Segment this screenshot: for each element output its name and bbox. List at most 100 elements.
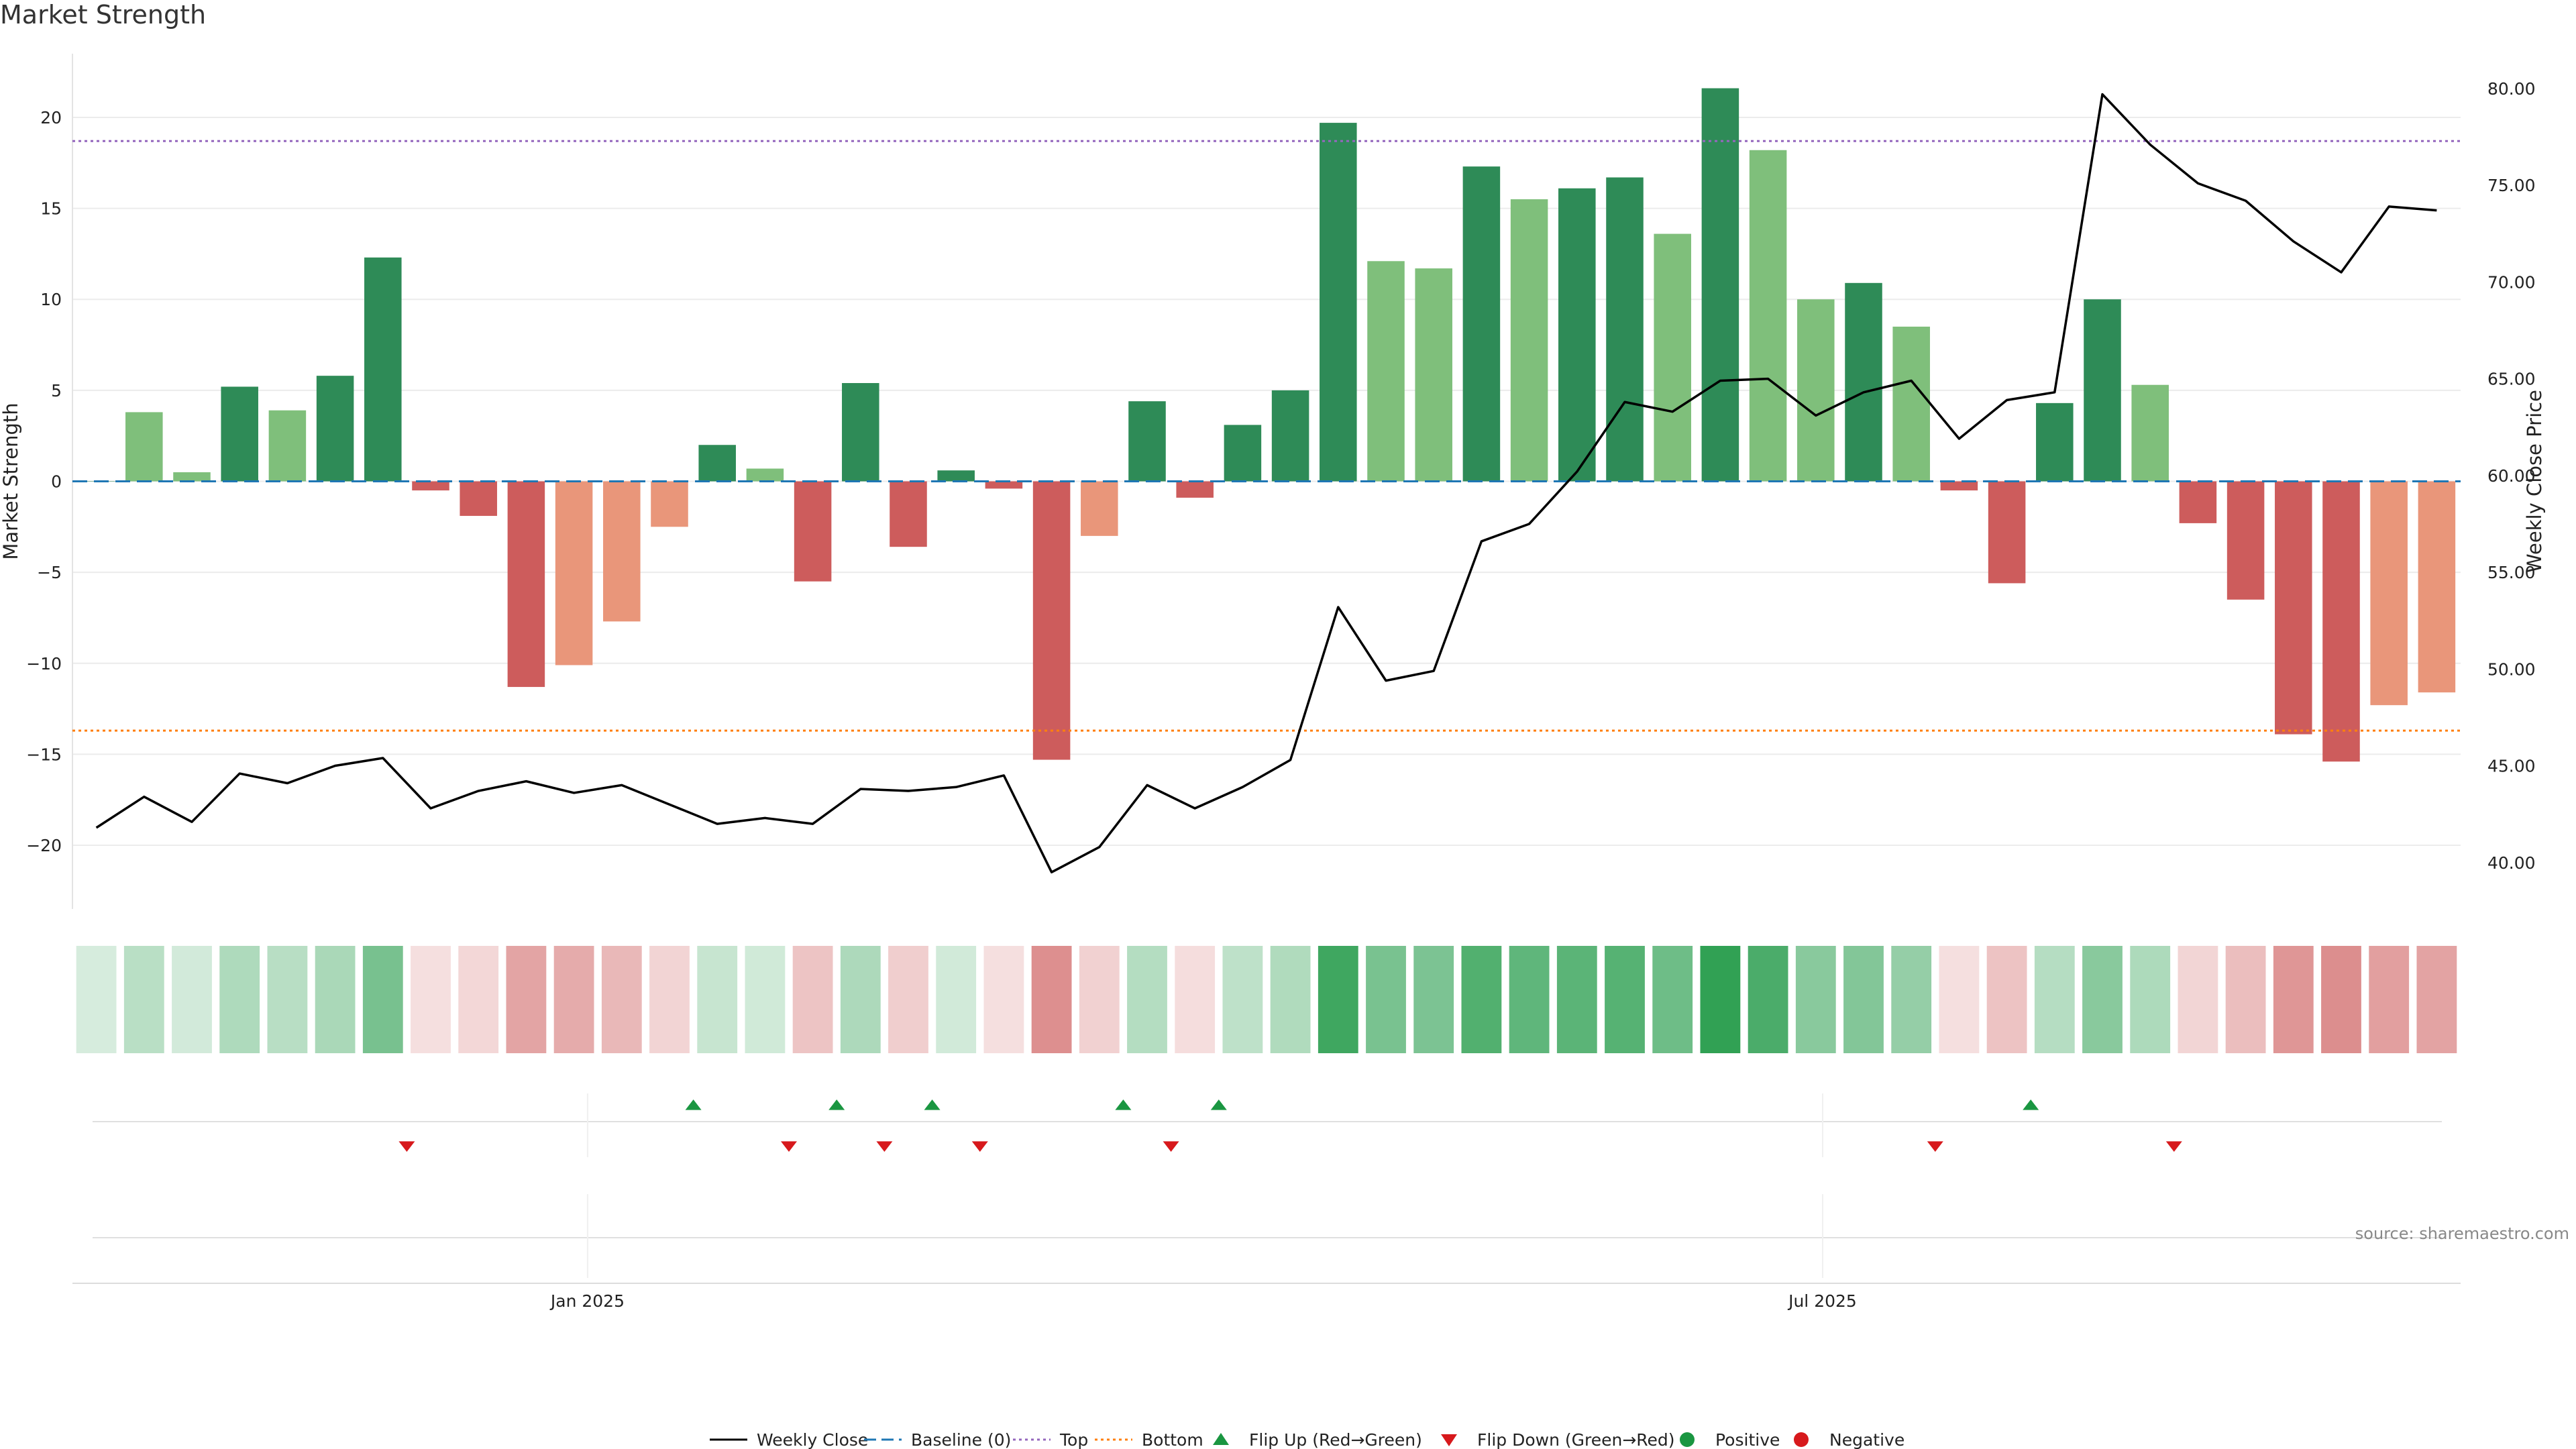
legend-label-negative: Negative [1829, 1430, 1904, 1449]
heat-cell [1413, 946, 1454, 1053]
heat-cell [792, 946, 833, 1053]
strength-bar [1606, 177, 1644, 482]
heat-cell [1891, 946, 1932, 1053]
heat-cell [1509, 946, 1550, 1053]
strength-bar [1415, 268, 1452, 482]
heat-cell [1843, 946, 1884, 1053]
y2-tick-label: 70.00 [2487, 272, 2536, 292]
flip-down-marker [971, 1141, 988, 1152]
flip-up-marker [2023, 1099, 2039, 1110]
strength-bar [1224, 425, 1262, 482]
strength-bar [316, 376, 354, 482]
heat-cell [1700, 946, 1741, 1053]
heat-cell [888, 946, 928, 1053]
y2-tick-label: 80.00 [2487, 79, 2536, 99]
strength-bar [1367, 261, 1405, 482]
strength-bar [890, 481, 927, 547]
flip-down-marker [1163, 1141, 1179, 1152]
strength-bar [507, 481, 545, 688]
y-tick-label: 0 [51, 472, 62, 492]
strength-bar [1797, 299, 1835, 482]
legend-label-flip_up: Flip Up (Red→Green) [1249, 1430, 1422, 1449]
heat-cell [76, 946, 117, 1053]
heat-cell [2273, 946, 2314, 1053]
flip-up-marker [685, 1099, 702, 1110]
strength-bar [937, 470, 975, 482]
x-tick-label: Jan 2025 [549, 1291, 625, 1311]
strength-bar [1462, 166, 1501, 482]
y2-tick-label: 50.00 [2487, 659, 2536, 679]
strength-bar [221, 386, 258, 482]
flip-down-marker [2165, 1141, 2182, 1152]
legend-label-baseline: Baseline (0) [911, 1430, 1011, 1449]
flip-up-marker [1210, 1099, 1227, 1110]
y2-tick-label: 60.00 [2487, 466, 2536, 486]
strength-bar [1510, 199, 1548, 482]
heat-cell [983, 946, 1024, 1053]
y2-axis-label: Weekly Close Price [2523, 390, 2546, 573]
strength-bar [555, 481, 593, 665]
heat-cell [2082, 946, 2123, 1053]
strength-bar [1749, 150, 1787, 482]
strength-bar [412, 481, 449, 491]
legend-flip-up-swatch [1213, 1433, 1229, 1445]
y2-tick-label: 40.00 [2487, 853, 2536, 873]
y-tick-label: 5 [51, 381, 62, 400]
heat-cell [315, 946, 356, 1053]
heat-cell [219, 946, 260, 1053]
y-tick-label: −15 [26, 745, 62, 764]
strength-bar [2370, 481, 2408, 706]
heat-cell [553, 946, 594, 1053]
heat-cell [1270, 946, 1311, 1053]
strength-bar [460, 481, 497, 517]
heat-cell [172, 946, 212, 1053]
heat-cell [506, 946, 547, 1053]
flip-up-marker [828, 1099, 845, 1110]
strength-bar [985, 481, 1023, 489]
flip-up-marker [1115, 1099, 1132, 1110]
y-tick-label: 10 [40, 290, 62, 309]
strength-bar [1320, 123, 1357, 482]
heat-cell [1748, 946, 1788, 1053]
strength-bar [698, 445, 736, 482]
strength-bar [1032, 481, 1071, 760]
heat-cell [458, 946, 499, 1053]
legend-label-positive: Positive [1715, 1430, 1780, 1449]
flip-down-marker [781, 1141, 797, 1152]
y-tick-label: 15 [40, 199, 62, 219]
strength-bar [2036, 402, 2074, 482]
strength-bar [1892, 326, 1930, 482]
strength-bar [1701, 88, 1739, 482]
strength-bar [794, 481, 832, 582]
heat-cell [1605, 946, 1645, 1053]
legend-label-close: Weekly Close [757, 1430, 868, 1449]
y2-tick-label: 45.00 [2487, 757, 2536, 776]
strength-bar [1271, 390, 1309, 482]
heat-cell [649, 946, 690, 1053]
heat-cell [1222, 946, 1263, 1053]
strength-bar [364, 257, 402, 482]
legend-label-bottom: Bottom [1142, 1430, 1203, 1449]
strength-bar [125, 412, 163, 482]
heat-cell [1031, 946, 1072, 1053]
heat-cell [1318, 946, 1358, 1053]
heat-cell [936, 946, 977, 1053]
strength-bar [1654, 233, 1691, 482]
heat-cell [411, 946, 451, 1053]
y-tick-label: −20 [26, 836, 62, 855]
heat-cell [1556, 946, 1597, 1053]
heat-cell [1366, 946, 1406, 1053]
strength-bar [842, 383, 879, 482]
heat-cell [1461, 946, 1502, 1053]
strength-bar [2084, 299, 2121, 482]
y2-tick-label: 55.00 [2487, 563, 2536, 582]
source-note: source: sharemaestro.com [2355, 1224, 2569, 1243]
strength-bar [651, 481, 688, 527]
heat-cell [1986, 946, 2027, 1053]
flip-down-marker [876, 1141, 893, 1152]
legend-negative-swatch [1794, 1432, 1809, 1447]
heat-cell [267, 946, 308, 1053]
y-tick-label: −10 [26, 654, 62, 674]
